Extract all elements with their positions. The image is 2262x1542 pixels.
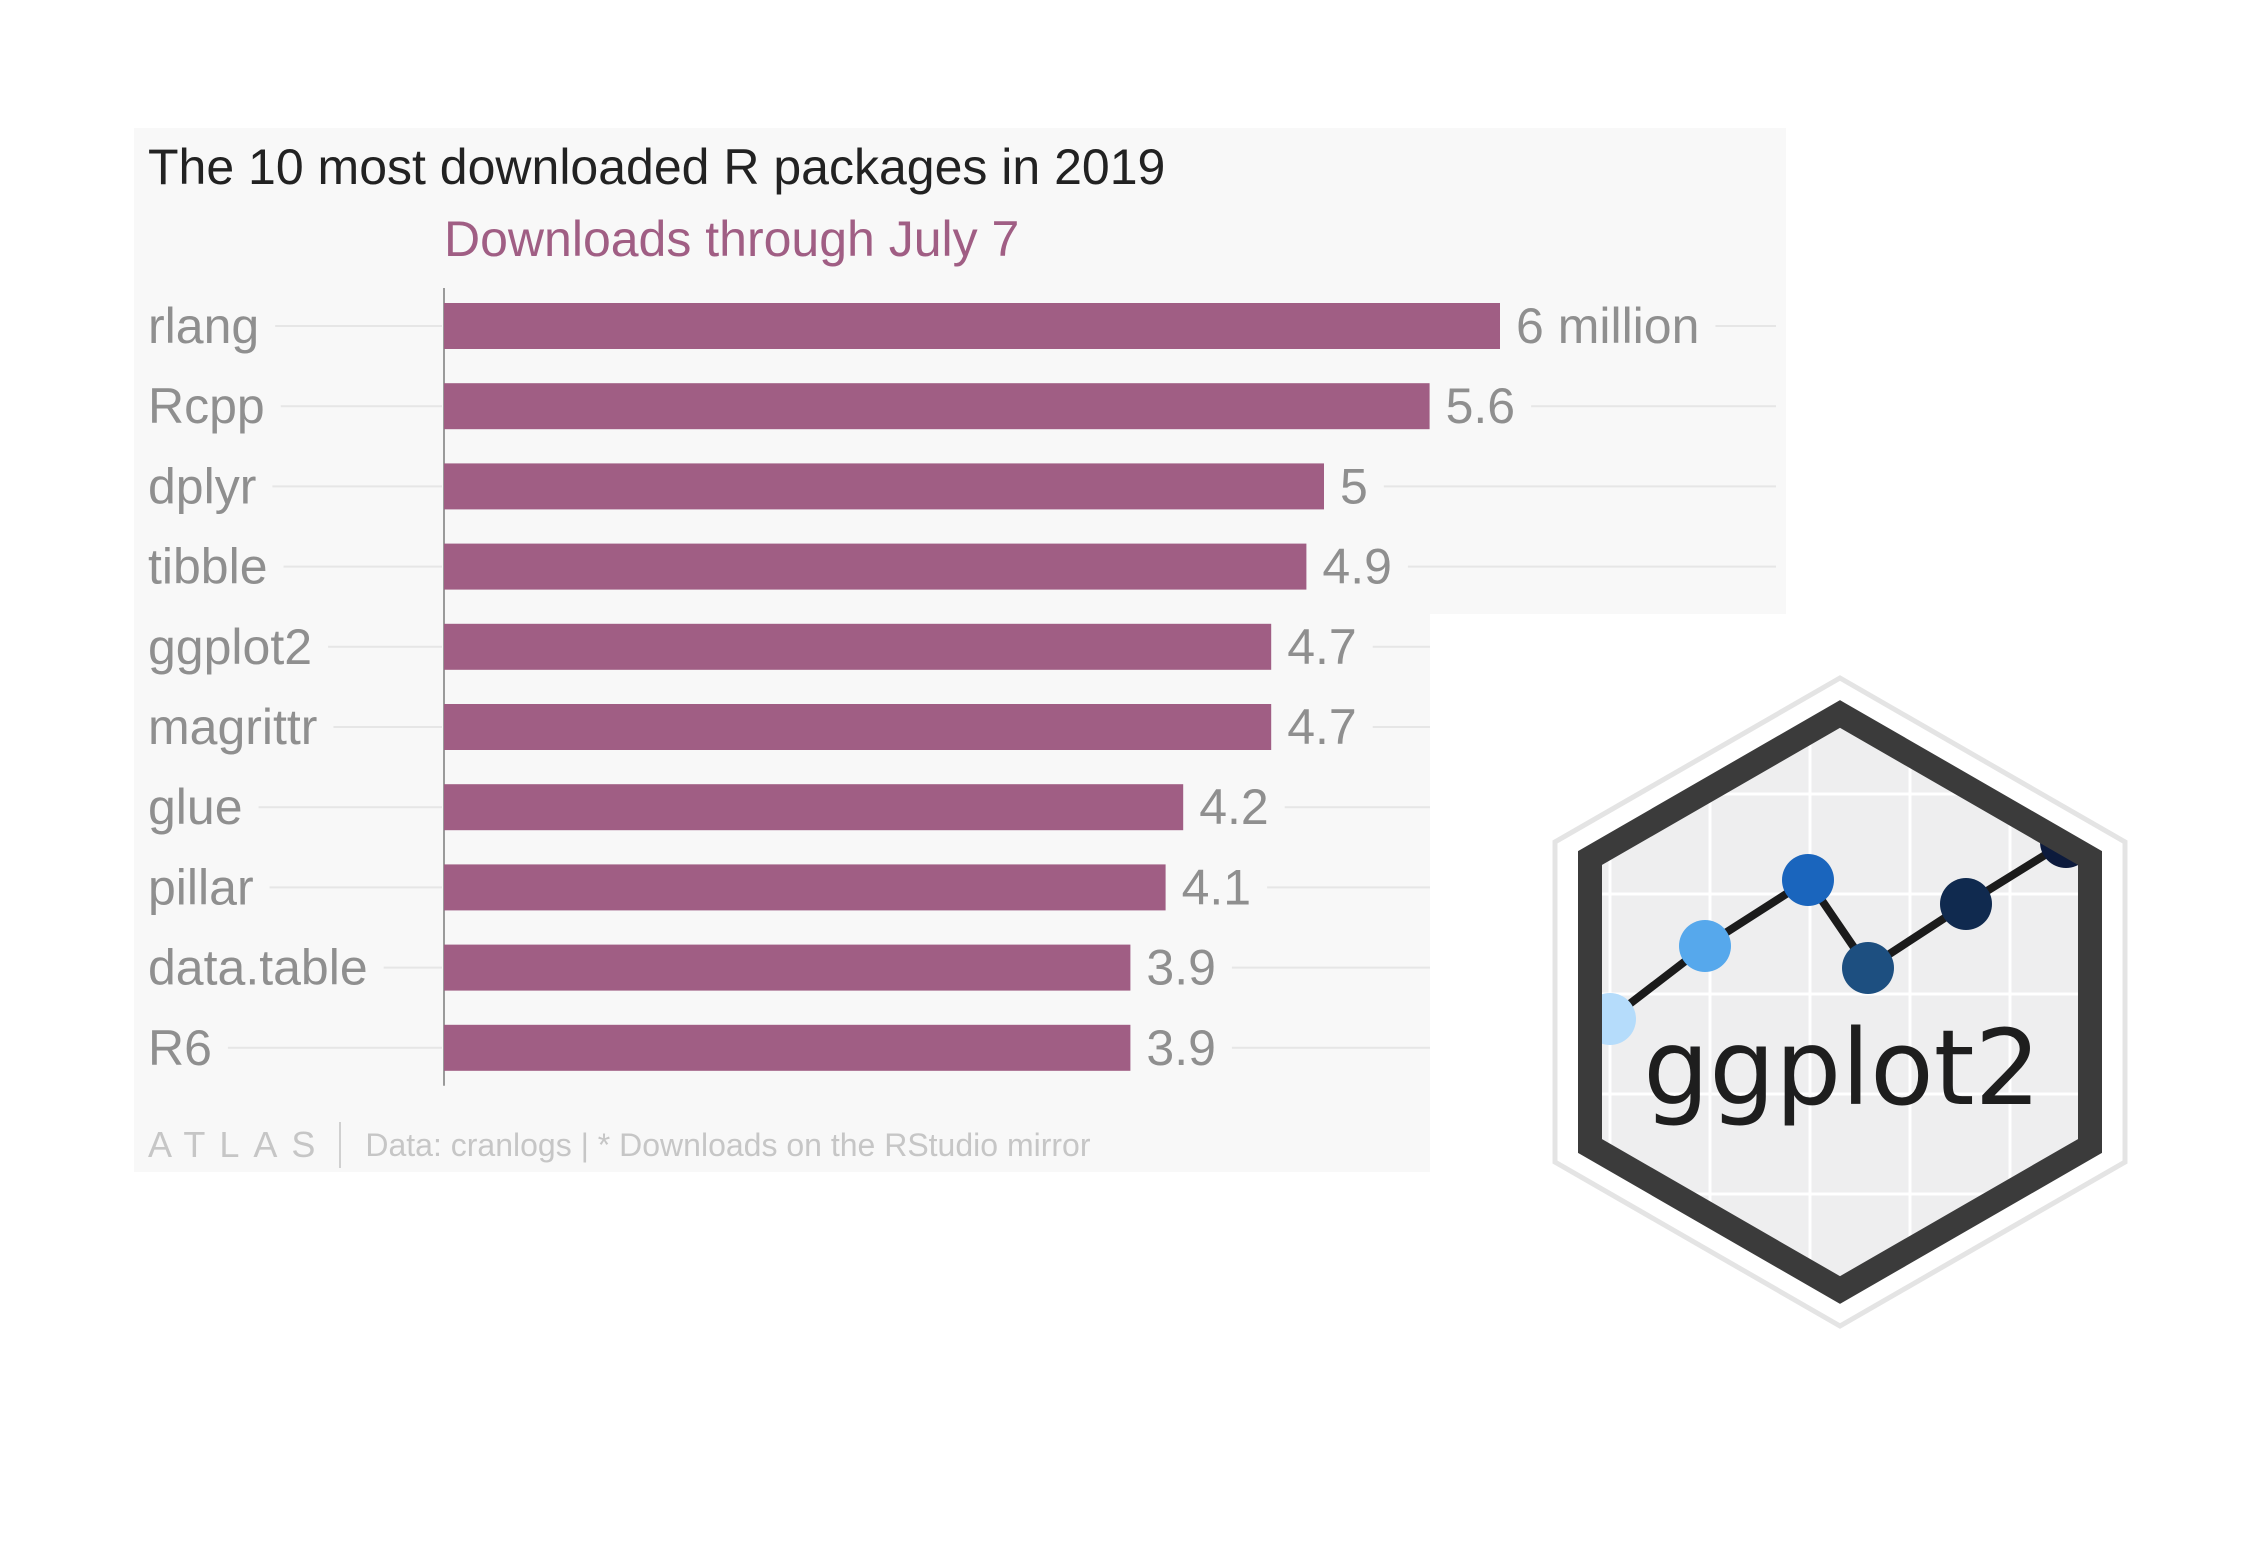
bar (444, 543, 1307, 590)
logo-text: ggplot2 (1643, 1007, 2041, 1129)
chart-background-top (134, 128, 1786, 614)
value-label: 6 million (1516, 298, 1699, 354)
value-label: 4.7 (1287, 619, 1357, 675)
category-label: R6 (148, 1020, 212, 1076)
footer-divider (339, 1122, 342, 1168)
bar (444, 784, 1184, 831)
bar (444, 303, 1500, 349)
chart-footer: ATLAS Data: cranlogs | * Downloads on th… (148, 1122, 1090, 1168)
ggplot2-hex-logo: ggplot2 www.rstudio.com (1552, 675, 2128, 1329)
category-label: dplyr (148, 458, 256, 514)
value-label: 4.9 (1322, 539, 1392, 595)
value-label: 3.9 (1146, 940, 1216, 996)
category-label: pillar (148, 859, 254, 915)
bar (444, 864, 1166, 911)
chart-title: The 10 most downloaded R packages in 201… (148, 139, 1166, 195)
value-label: 4.7 (1287, 699, 1357, 755)
bar (444, 463, 1324, 510)
logo-point-3 (1782, 854, 1834, 906)
value-label: 5 (1340, 458, 1368, 514)
logo-point-5 (1940, 878, 1992, 930)
category-label: data.table (148, 940, 368, 996)
category-label: glue (148, 779, 243, 835)
bar (444, 944, 1131, 991)
category-label: ggplot2 (148, 619, 312, 675)
atlas-brand: ATLAS (148, 1124, 330, 1165)
value-label: 4.2 (1199, 779, 1269, 835)
category-label: tibble (148, 539, 268, 595)
bar (444, 623, 1272, 670)
bar (444, 1024, 1131, 1071)
bar (444, 704, 1272, 750)
value-label: 3.9 (1146, 1020, 1216, 1076)
category-label: rlang (148, 298, 259, 354)
bar-chart: rlang 6 million Rcpp 5.6 dplyr 5 tibble 4.9 ggpl… (148, 288, 1776, 1086)
bar (444, 383, 1430, 430)
value-label: 5.6 (1446, 378, 1516, 434)
category-label: Rcpp (148, 378, 265, 434)
logo-hex-border (1578, 700, 2102, 1304)
category-label: magrittr (148, 699, 317, 755)
logo-point-2 (1679, 920, 1731, 972)
chart-subtitle: Downloads through July 7 (444, 211, 1020, 267)
logo-point-4 (1842, 942, 1894, 994)
source-note: Data: cranlogs | * Downloads on the RStu… (365, 1126, 1091, 1163)
value-label: 4.1 (1182, 859, 1252, 915)
